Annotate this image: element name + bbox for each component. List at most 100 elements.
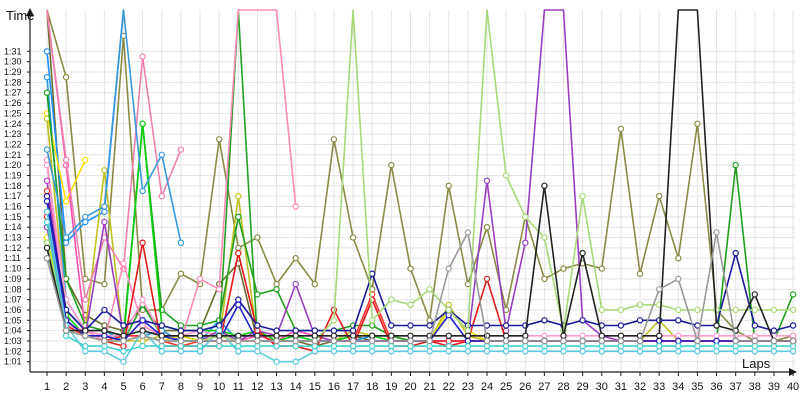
data-point [82, 296, 89, 303]
data-point [636, 317, 644, 324]
axes [26, 8, 797, 376]
data-point [43, 198, 51, 205]
x-tick-label: 32 [634, 381, 646, 393]
data-point [598, 348, 606, 355]
data-point [751, 306, 759, 314]
data-point [751, 332, 759, 339]
data-point [177, 270, 185, 277]
y-tick-label: 1:14 [4, 222, 22, 232]
x-tick-label: 12 [251, 381, 263, 393]
data-point [388, 332, 395, 339]
data-point [196, 332, 204, 339]
data-point [349, 337, 357, 345]
data-point [158, 342, 165, 350]
data-point [426, 317, 433, 324]
data-point [101, 306, 108, 314]
data-point [713, 229, 720, 236]
data-point [43, 48, 51, 55]
data-point [235, 244, 242, 252]
data-point [656, 348, 663, 355]
data-point [541, 337, 548, 345]
data-point [330, 348, 338, 355]
data-point [732, 337, 739, 345]
data-point [579, 337, 586, 345]
data-point [101, 218, 108, 226]
data-point [541, 234, 548, 241]
data-point [483, 337, 491, 345]
y-axis-title: Time [6, 8, 34, 23]
data-point [254, 332, 261, 339]
data-point [177, 342, 185, 350]
data-point [464, 348, 472, 355]
data-point [82, 218, 89, 226]
y-tick-label: 1:11 [4, 253, 21, 263]
data-point [770, 342, 778, 350]
data-point [82, 348, 89, 355]
data-point [694, 348, 701, 355]
data-point [445, 311, 452, 319]
tick-labels: 1 2 3 4 5 6 7 8 9 10 11 12 13 14 15 16 17 18 19 20 21 22 23 24 2… [4, 46, 799, 393]
data-point [483, 342, 491, 350]
data-point [617, 322, 625, 329]
y-tick-label: 1:18 [4, 181, 22, 191]
y-tick-label: 1:23 [4, 129, 22, 139]
data-point [254, 322, 261, 329]
data-point [292, 337, 299, 345]
data-point [445, 182, 452, 189]
data-point [656, 286, 663, 293]
data-point [426, 337, 433, 345]
series-line [46, 9, 182, 243]
data-point [196, 342, 204, 350]
y-tick-label: 1:30 [4, 57, 22, 67]
data-point [43, 218, 51, 226]
data-point [101, 203, 108, 210]
data-point [235, 348, 242, 355]
x-tick-label: 2 [63, 381, 69, 393]
x-tick-label: 16 [328, 381, 340, 393]
data-point [235, 192, 242, 200]
data-point [789, 291, 797, 298]
data-point [273, 342, 280, 350]
data-point [464, 327, 472, 334]
series-line [46, 9, 794, 342]
data-point [522, 213, 529, 221]
data-point [617, 342, 625, 350]
data-point [426, 286, 433, 293]
data-point [120, 260, 127, 267]
data-point [713, 337, 720, 345]
data-point [235, 342, 242, 350]
x-tick-label: 10 [213, 381, 225, 393]
data-point [694, 342, 701, 350]
data-point [617, 306, 625, 314]
data-point [158, 192, 165, 200]
data-point [694, 306, 701, 314]
data-point [62, 73, 70, 81]
x-tick-label: 39 [768, 381, 780, 393]
y-tick-label: 1:10 [4, 264, 22, 274]
series-6 [43, 110, 89, 205]
data-point [541, 342, 548, 350]
series-15 [43, 9, 185, 246]
series-line [46, 211, 794, 363]
data-point [101, 327, 108, 334]
data-point [407, 301, 414, 308]
y-tick-label: 1:06 [4, 305, 22, 315]
x-tick-label: 1 [44, 381, 50, 393]
data-point [522, 342, 529, 350]
data-point [330, 342, 338, 350]
data-point [43, 89, 51, 96]
data-point [120, 358, 127, 365]
data-point [426, 342, 433, 350]
y-tick-label: 1:09 [4, 274, 22, 284]
data-point [139, 120, 146, 128]
y-tick-label: 1:19 [4, 170, 22, 180]
data-point [694, 337, 701, 345]
data-point [273, 358, 280, 365]
data-point [273, 332, 280, 339]
data-point [560, 348, 567, 355]
y-tick-label: 1:24 [4, 119, 22, 129]
x-tick-label: 40 [787, 381, 799, 393]
data-point [445, 332, 452, 339]
series-23 [43, 218, 797, 355]
data-point [101, 332, 108, 339]
